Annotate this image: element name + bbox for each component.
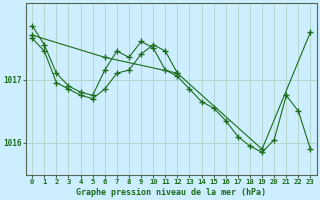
X-axis label: Graphe pression niveau de la mer (hPa): Graphe pression niveau de la mer (hPa) bbox=[76, 188, 266, 197]
